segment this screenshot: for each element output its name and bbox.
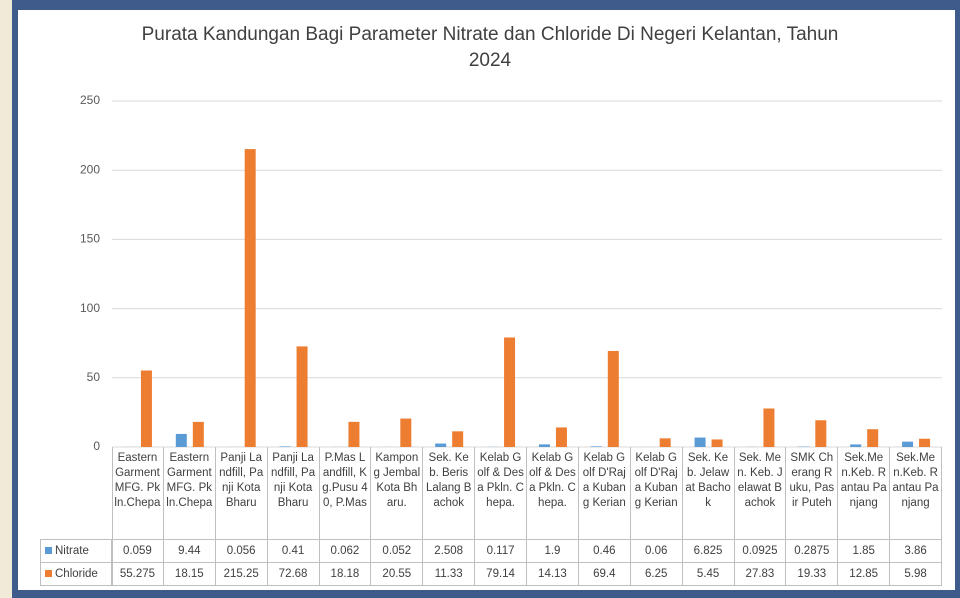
bar <box>711 439 723 447</box>
table-value: 0.2875 <box>786 540 839 563</box>
y-tick-label: 50 <box>87 370 101 384</box>
table-value: 2.508 <box>423 540 476 563</box>
legend-key <box>45 547 52 554</box>
bar <box>400 418 412 447</box>
category-label: Sek. Men. Keb. Jelawat Bachok <box>734 447 787 540</box>
bar <box>659 438 671 447</box>
table-value: 0.056 <box>215 540 268 563</box>
chart-title: Purata Kandungan Bagi Parameter Nitrate … <box>141 24 839 71</box>
category-label: Kelab Golf D'Raja Kubang Kerian <box>630 447 683 540</box>
table-value: 14.13 <box>527 563 579 586</box>
legend-label: Chloride <box>55 568 98 580</box>
table-border <box>112 447 113 586</box>
table-value: 0.06 <box>630 540 683 563</box>
bar <box>140 370 152 447</box>
bar <box>192 421 204 447</box>
table-value: 215.25 <box>215 563 268 586</box>
category-label: Kelab Golf & Desa Pkln. Chepa. <box>475 447 527 540</box>
table-value: 11.33 <box>423 563 476 586</box>
table-value: 0.41 <box>267 540 320 563</box>
category-label: Sek. Keb. Beris Lalang Bachok <box>423 447 476 540</box>
background-strip <box>0 0 12 598</box>
category-label: P.Mas Landfill, Kg.Pusu 40, P.Mas <box>319 447 372 540</box>
table-value: 27.83 <box>734 563 787 586</box>
category-label: Sek.Men.Keb. Rantau Panjang <box>890 447 942 540</box>
category-label: Kelab Golf & Desa Pkln. Chepa. <box>527 447 579 540</box>
category-label: Panji Landfill, Panji Kota Bharu <box>267 447 320 540</box>
bar <box>244 149 256 447</box>
table-value: 5.45 <box>682 563 735 586</box>
legend-label: Nitrate <box>55 545 89 557</box>
table-value: 6.825 <box>682 540 735 563</box>
table-value: 55.275 <box>112 563 164 586</box>
table-value: 0.0925 <box>734 540 787 563</box>
table-value: 18.15 <box>163 563 216 586</box>
table-value: 3.86 <box>890 540 942 563</box>
y-tick-label: 150 <box>80 232 100 246</box>
legend-entry: Nitrate <box>40 540 112 563</box>
y-tick-label: 0 <box>93 439 100 453</box>
table-value: 1.9 <box>527 540 579 563</box>
table-value: 20.55 <box>371 563 424 586</box>
table-value: 12.85 <box>838 563 891 586</box>
y-tick-label: 200 <box>80 162 100 176</box>
table-value: 6.25 <box>630 563 683 586</box>
legend-entry: Chloride <box>40 563 112 586</box>
y-tick-label: 100 <box>80 301 100 315</box>
table-value: 1.85 <box>838 540 891 563</box>
category-label: SMK Cherang Ruku, Pasir Puteh <box>786 447 839 540</box>
category-label: Eastern Garment MFG. Pkln.Chepa <box>163 447 216 540</box>
table-value: 72.68 <box>267 563 320 586</box>
bar <box>296 346 308 447</box>
table-value: 69.4 <box>578 563 631 586</box>
table-value: 0.062 <box>319 540 372 563</box>
category-label: Kampong Jembal Kota Bharu. <box>371 447 424 540</box>
bar <box>902 441 914 447</box>
bar <box>504 337 516 447</box>
bar <box>590 446 602 447</box>
table-value: 0.117 <box>475 540 527 563</box>
bar <box>452 431 464 447</box>
bar <box>348 421 360 447</box>
bar <box>867 429 879 447</box>
category-label: Eastern Garment MFG. Pkln.Chepa <box>112 447 164 540</box>
category-label: Panji Landfill, Panji Kota Bharu <box>215 447 268 540</box>
category-label: Sek.Men.Keb. Rantau Panjang <box>838 447 891 540</box>
category-label: Kelab Golf D'Raja Kubang Kerian <box>578 447 631 540</box>
bar <box>555 427 567 447</box>
bar <box>850 444 862 447</box>
bar <box>919 438 931 447</box>
bar <box>763 408 775 447</box>
y-tick-label: 250 <box>80 93 100 107</box>
bar <box>538 444 550 447</box>
table-value: 5.98 <box>890 563 942 586</box>
bar <box>607 350 619 447</box>
table-value: 79.14 <box>475 563 527 586</box>
legend-key <box>45 570 52 577</box>
bar <box>435 443 447 447</box>
bar <box>815 420 827 447</box>
table-value: 0.052 <box>371 540 424 563</box>
table-value: 19.33 <box>786 563 839 586</box>
table-value: 0.46 <box>578 540 631 563</box>
table-border <box>40 539 112 540</box>
chart-panel <box>18 10 955 590</box>
bar <box>279 446 291 447</box>
bar <box>694 437 706 447</box>
bar <box>175 433 187 447</box>
table-value: 18.18 <box>319 563 372 586</box>
category-label: Sek. Keb. Jelawat Bachok <box>682 447 735 540</box>
table-value: 0.059 <box>112 540 164 563</box>
table-value: 9.44 <box>163 540 216 563</box>
